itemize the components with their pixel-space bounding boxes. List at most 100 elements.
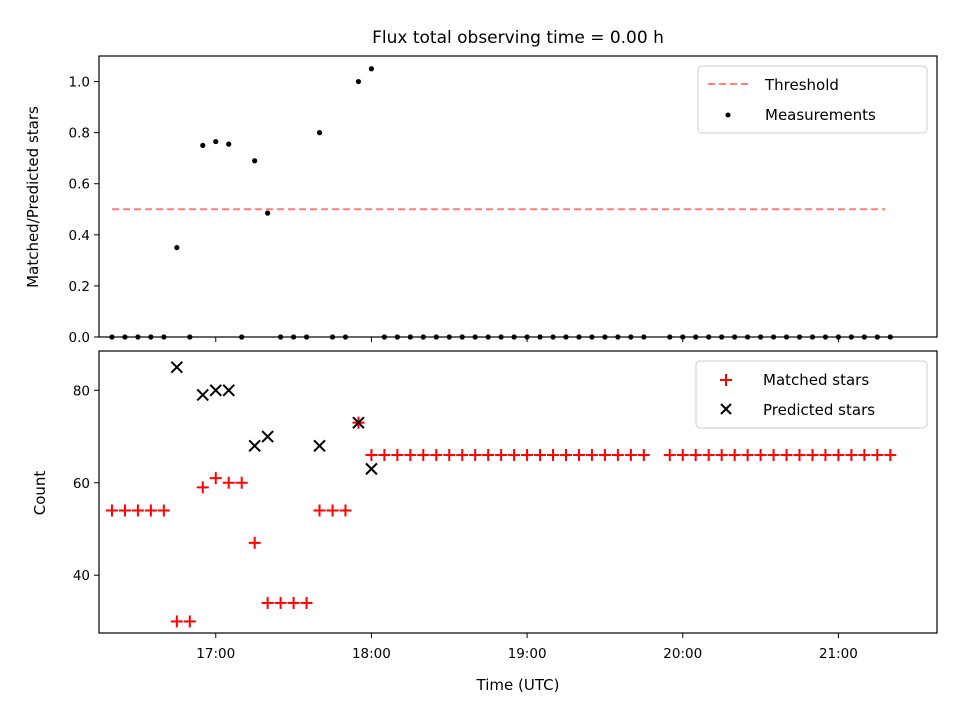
matched-stars-point xyxy=(209,472,222,485)
top-y-tick-label: 1.0 xyxy=(69,75,90,91)
matched-stars-point xyxy=(689,449,702,462)
predicted-stars-point xyxy=(196,388,209,402)
top-y-tick-label: 0.8 xyxy=(69,126,90,142)
matched-stars-point xyxy=(235,476,248,489)
predicted-stars-point xyxy=(261,430,274,443)
matched-stars-point xyxy=(131,504,144,517)
bottom-y-tick-label: 60 xyxy=(73,476,90,492)
matched-stars-point xyxy=(806,449,819,462)
top-plot-frame xyxy=(98,55,938,338)
matched-stars-point xyxy=(624,449,637,462)
legend-matched-swatch xyxy=(720,374,732,386)
matched-stars-point xyxy=(728,449,741,462)
predicted-stars-point xyxy=(365,462,378,476)
top-plot-y-axis-label: Matched/Predicted stars xyxy=(24,106,42,288)
top-y-tick-label: 0.4 xyxy=(69,228,90,244)
bottom-y-tick-label: 40 xyxy=(73,568,90,584)
predicted-stars-point xyxy=(222,384,235,397)
predicted-stars-point xyxy=(209,384,222,397)
matched-stars-point xyxy=(144,504,157,517)
x-tick-label: 19:00 xyxy=(508,646,547,662)
matched-stars-point xyxy=(663,449,676,462)
bottom-plot-y-axis-label: Count xyxy=(31,471,49,516)
matched-stars-point xyxy=(819,449,832,462)
matched-stars-point xyxy=(741,449,754,462)
matched-stars-point xyxy=(443,449,456,462)
chart-title: Flux total observing time = 0.00 h xyxy=(372,28,664,48)
matched-stars-point xyxy=(157,504,170,517)
top-plot-legend: Threshold Measurements xyxy=(697,65,928,134)
matched-stars-point xyxy=(430,449,443,462)
top-y-tick-label: 0.2 xyxy=(69,279,90,295)
bottom-plot-y-ticks: 40 60 80 xyxy=(73,383,99,584)
x-axis-label: Time (UTC) xyxy=(476,676,560,694)
legend-predicted-label: Predicted stars xyxy=(763,401,875,419)
matched-stars-point xyxy=(884,449,897,462)
legend-measurements-swatch xyxy=(725,112,731,118)
matched-stars-point xyxy=(702,449,715,462)
matched-stars-point xyxy=(780,449,793,462)
top-plot: 0.0 0.2 0.4 0.6 0.8 1.0 Matched/Predicted sta… xyxy=(24,55,938,346)
top-y-tick-label: 0.0 xyxy=(69,330,90,346)
matched-stars-point xyxy=(495,449,508,462)
measurement-point xyxy=(252,158,258,164)
bottom-plot-marks xyxy=(105,360,897,628)
matched-stars-point xyxy=(715,449,728,462)
matched-stars-point xyxy=(858,449,871,462)
matched-stars-point xyxy=(793,449,806,462)
matched-stars-point xyxy=(469,449,482,462)
matched-stars-point xyxy=(222,476,235,489)
top-legend-box xyxy=(697,65,928,134)
matched-stars-point xyxy=(170,615,183,628)
legend-matched-label: Matched stars xyxy=(763,371,869,389)
matched-stars-point xyxy=(482,449,495,462)
x-tick-label: 21:00 xyxy=(819,646,858,662)
matched-stars-point xyxy=(637,449,650,462)
matched-stars-point xyxy=(585,449,598,462)
matched-stars-point xyxy=(521,449,534,462)
matched-stars-point xyxy=(754,449,767,462)
bottom-plot-frame xyxy=(98,350,938,634)
matched-stars-point xyxy=(845,449,858,462)
matched-stars-point xyxy=(534,449,547,462)
matched-stars-point xyxy=(339,504,352,517)
matched-stars-point xyxy=(300,596,313,609)
bottom-plot-legend: Matched stars Predicted stars xyxy=(695,360,928,429)
matched-stars-point xyxy=(611,449,624,462)
measurement-point xyxy=(174,244,180,251)
predicted-stars-point xyxy=(313,439,326,452)
bottom-y-tick-label: 80 xyxy=(73,383,90,399)
predicted-stars-point xyxy=(352,416,365,429)
matched-stars-point xyxy=(326,504,339,517)
measurement-point xyxy=(355,78,362,85)
top-plot-y-ticks: 0.0 0.2 0.4 0.6 0.8 1.0 xyxy=(69,75,99,346)
matched-stars-point xyxy=(105,504,118,517)
matched-stars-point xyxy=(287,596,300,609)
matched-stars-point xyxy=(365,449,378,462)
x-tick-label: 18:00 xyxy=(352,646,391,662)
x-tick-label: 17:00 xyxy=(196,646,235,662)
legend-predicted-swatch xyxy=(720,403,732,415)
matched-stars-point xyxy=(417,449,430,462)
matched-stars-point xyxy=(378,449,391,462)
matched-stars-point xyxy=(598,449,611,462)
bottom-legend-box xyxy=(695,360,928,429)
matched-stars-point xyxy=(261,596,274,609)
matched-stars-point xyxy=(183,615,196,628)
measurement-point xyxy=(265,210,271,216)
matched-stars-point xyxy=(832,449,845,462)
matched-stars-point xyxy=(274,596,287,609)
matched-stars-point xyxy=(767,449,780,462)
matched-stars-point xyxy=(871,449,884,462)
matched-stars-point xyxy=(118,504,131,517)
matched-stars-point xyxy=(676,449,689,462)
bottom-plot: 40 60 80 17:00 18:00 19:00 20:00 21:00 Count T… xyxy=(31,350,938,694)
measurement-point xyxy=(213,138,219,145)
matched-stars-point xyxy=(196,481,209,494)
legend-threshold-label: Threshold xyxy=(764,76,839,94)
legend-measurements-label: Measurements xyxy=(765,106,876,124)
top-plot-x-ticks xyxy=(215,337,839,342)
matched-stars-point xyxy=(391,449,404,462)
matched-stars-point xyxy=(404,449,417,462)
